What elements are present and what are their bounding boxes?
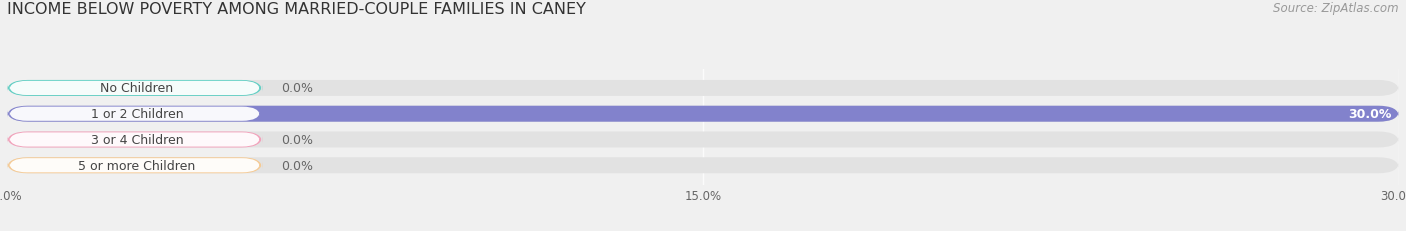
FancyBboxPatch shape: [7, 158, 262, 173]
FancyBboxPatch shape: [7, 158, 1399, 173]
Text: INCOME BELOW POVERTY AMONG MARRIED-COUPLE FAMILIES IN CANEY: INCOME BELOW POVERTY AMONG MARRIED-COUPL…: [7, 2, 586, 17]
FancyBboxPatch shape: [10, 133, 260, 147]
Text: No Children: No Children: [100, 82, 173, 95]
Text: 0.0%: 0.0%: [281, 134, 312, 146]
FancyBboxPatch shape: [7, 81, 1399, 97]
FancyBboxPatch shape: [7, 132, 262, 148]
Text: 5 or more Children: 5 or more Children: [79, 159, 195, 172]
Text: Source: ZipAtlas.com: Source: ZipAtlas.com: [1274, 2, 1399, 15]
FancyBboxPatch shape: [7, 81, 262, 97]
Text: 0.0%: 0.0%: [281, 159, 312, 172]
Text: 1 or 2 Children: 1 or 2 Children: [90, 108, 183, 121]
FancyBboxPatch shape: [10, 107, 260, 121]
FancyBboxPatch shape: [10, 82, 260, 96]
FancyBboxPatch shape: [10, 158, 260, 173]
Text: 3 or 4 Children: 3 or 4 Children: [90, 134, 183, 146]
FancyBboxPatch shape: [7, 106, 1399, 122]
Text: 0.0%: 0.0%: [281, 82, 312, 95]
Text: 30.0%: 30.0%: [1348, 108, 1392, 121]
FancyBboxPatch shape: [7, 106, 1399, 122]
FancyBboxPatch shape: [7, 132, 1399, 148]
